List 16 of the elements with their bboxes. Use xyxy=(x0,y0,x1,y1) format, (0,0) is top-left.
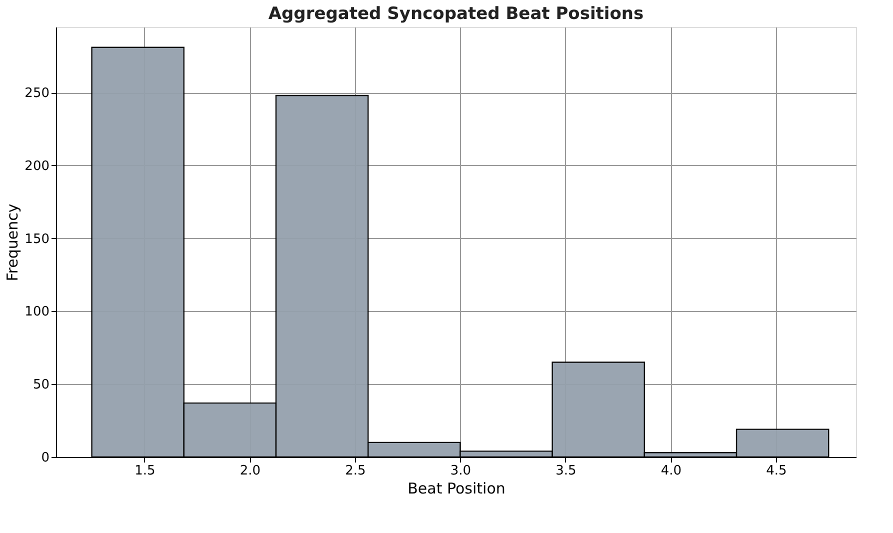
x-tick-label: 2.5 xyxy=(345,464,366,478)
x-tick-label: 3.5 xyxy=(556,464,576,478)
y-tick-label: 200 xyxy=(24,158,50,174)
y-tick-label: 100 xyxy=(24,304,50,320)
x-tick-label: 1.5 xyxy=(134,464,156,478)
y-tick-label: 0 xyxy=(41,450,50,466)
y-tick-label: 150 xyxy=(24,232,50,247)
x-tick-label: 2.0 xyxy=(240,464,261,478)
y-tick-label: 250 xyxy=(24,86,50,102)
x-tick-label: 4.5 xyxy=(766,464,787,478)
chart-title: Aggregated Syncopated Beat Positions xyxy=(268,4,644,24)
x-tick-label: 4.0 xyxy=(660,464,682,478)
y-axis-title: Frequency xyxy=(4,204,22,282)
y-tick-label: 50 xyxy=(32,378,50,393)
x-axis-title: Beat Position xyxy=(408,480,506,498)
x-tick-label: 3.0 xyxy=(450,464,472,478)
